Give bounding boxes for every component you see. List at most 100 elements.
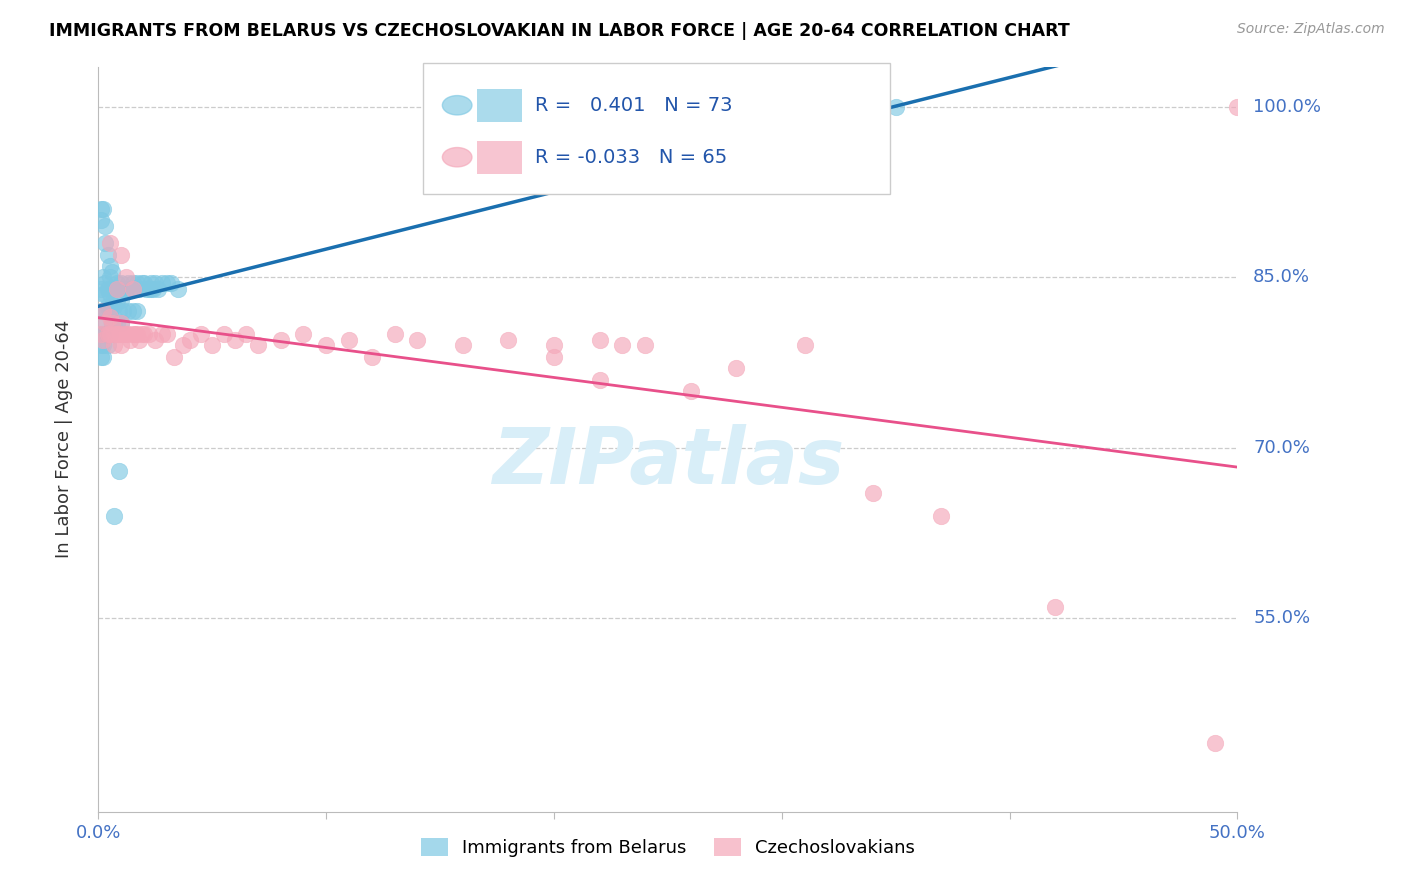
Point [90,338,112,352]
Point [90,350,112,364]
Point [725,361,748,376]
Point [131,276,153,290]
Text: 70.0%: 70.0% [1253,439,1310,457]
Point [145,333,167,347]
Point [212,327,235,342]
Point [384,327,406,342]
Point [98,270,121,285]
Point [108,282,131,296]
Point [117,304,139,318]
Point [127,276,149,290]
Text: 85.0%: 85.0% [1253,268,1310,286]
Point [114,327,136,342]
Point [360,350,382,364]
Point [108,464,131,478]
Point [96,327,118,342]
Point [90,327,112,342]
Y-axis label: In Labor Force | Age 20-64: In Labor Force | Age 20-64 [55,320,73,558]
Legend: Immigrants from Belarus, Czechoslovakians: Immigrants from Belarus, Czechoslovakian… [412,829,924,866]
Point [121,276,143,290]
Point [337,333,360,347]
Point [498,333,520,347]
Point [117,327,139,342]
Point [167,282,190,296]
Point [101,264,124,278]
Point [90,304,112,318]
Point [96,247,118,261]
Point [634,338,657,352]
Point [128,333,150,347]
Point [162,350,184,364]
Point [103,327,125,342]
Point [98,236,121,251]
Point [543,338,565,352]
Point [103,282,125,296]
Point [1226,100,1249,114]
Point [121,282,143,296]
Point [543,350,565,364]
Point [120,333,142,347]
Point [179,333,201,347]
Point [121,327,143,342]
Point [1204,737,1226,751]
Point [1043,600,1066,615]
Point [94,276,117,290]
Point [201,338,224,352]
Point [190,327,212,342]
Point [98,287,121,301]
Point [98,310,121,324]
Circle shape [443,147,472,167]
Point [224,333,246,347]
Point [235,327,257,342]
FancyBboxPatch shape [477,89,522,121]
Point [110,293,132,307]
Point [110,316,132,330]
Point [117,276,139,290]
Point [103,316,125,330]
Point [110,276,132,290]
Point [793,338,815,352]
Point [315,338,337,352]
Point [103,299,125,313]
Text: ZIPatlas: ZIPatlas [492,424,844,500]
Point [246,338,269,352]
Point [90,202,112,216]
Point [114,270,136,285]
Point [91,327,114,342]
Point [588,373,610,387]
Point [150,327,173,342]
Point [172,338,194,352]
Point [108,327,131,342]
Point [94,327,117,342]
Point [91,316,114,330]
Point [94,304,117,318]
Point [101,299,124,313]
Point [98,259,121,273]
Point [112,304,135,318]
Point [91,202,114,216]
Point [127,327,149,342]
Text: 55.0%: 55.0% [1253,609,1310,627]
Point [139,282,162,296]
Point [132,276,155,290]
Point [588,333,610,347]
Point [98,327,121,342]
Point [96,282,118,296]
Point [145,276,167,290]
Point [91,304,114,318]
Point [90,327,112,342]
Point [94,287,117,301]
Point [105,316,128,330]
Point [120,282,142,296]
Point [156,276,179,290]
Point [135,282,157,296]
Point [124,282,146,296]
Point [139,276,162,290]
Point [112,282,135,296]
Point [138,327,160,342]
FancyBboxPatch shape [423,63,890,194]
Point [96,338,118,352]
Point [612,338,634,352]
Point [451,338,474,352]
Point [112,327,135,342]
